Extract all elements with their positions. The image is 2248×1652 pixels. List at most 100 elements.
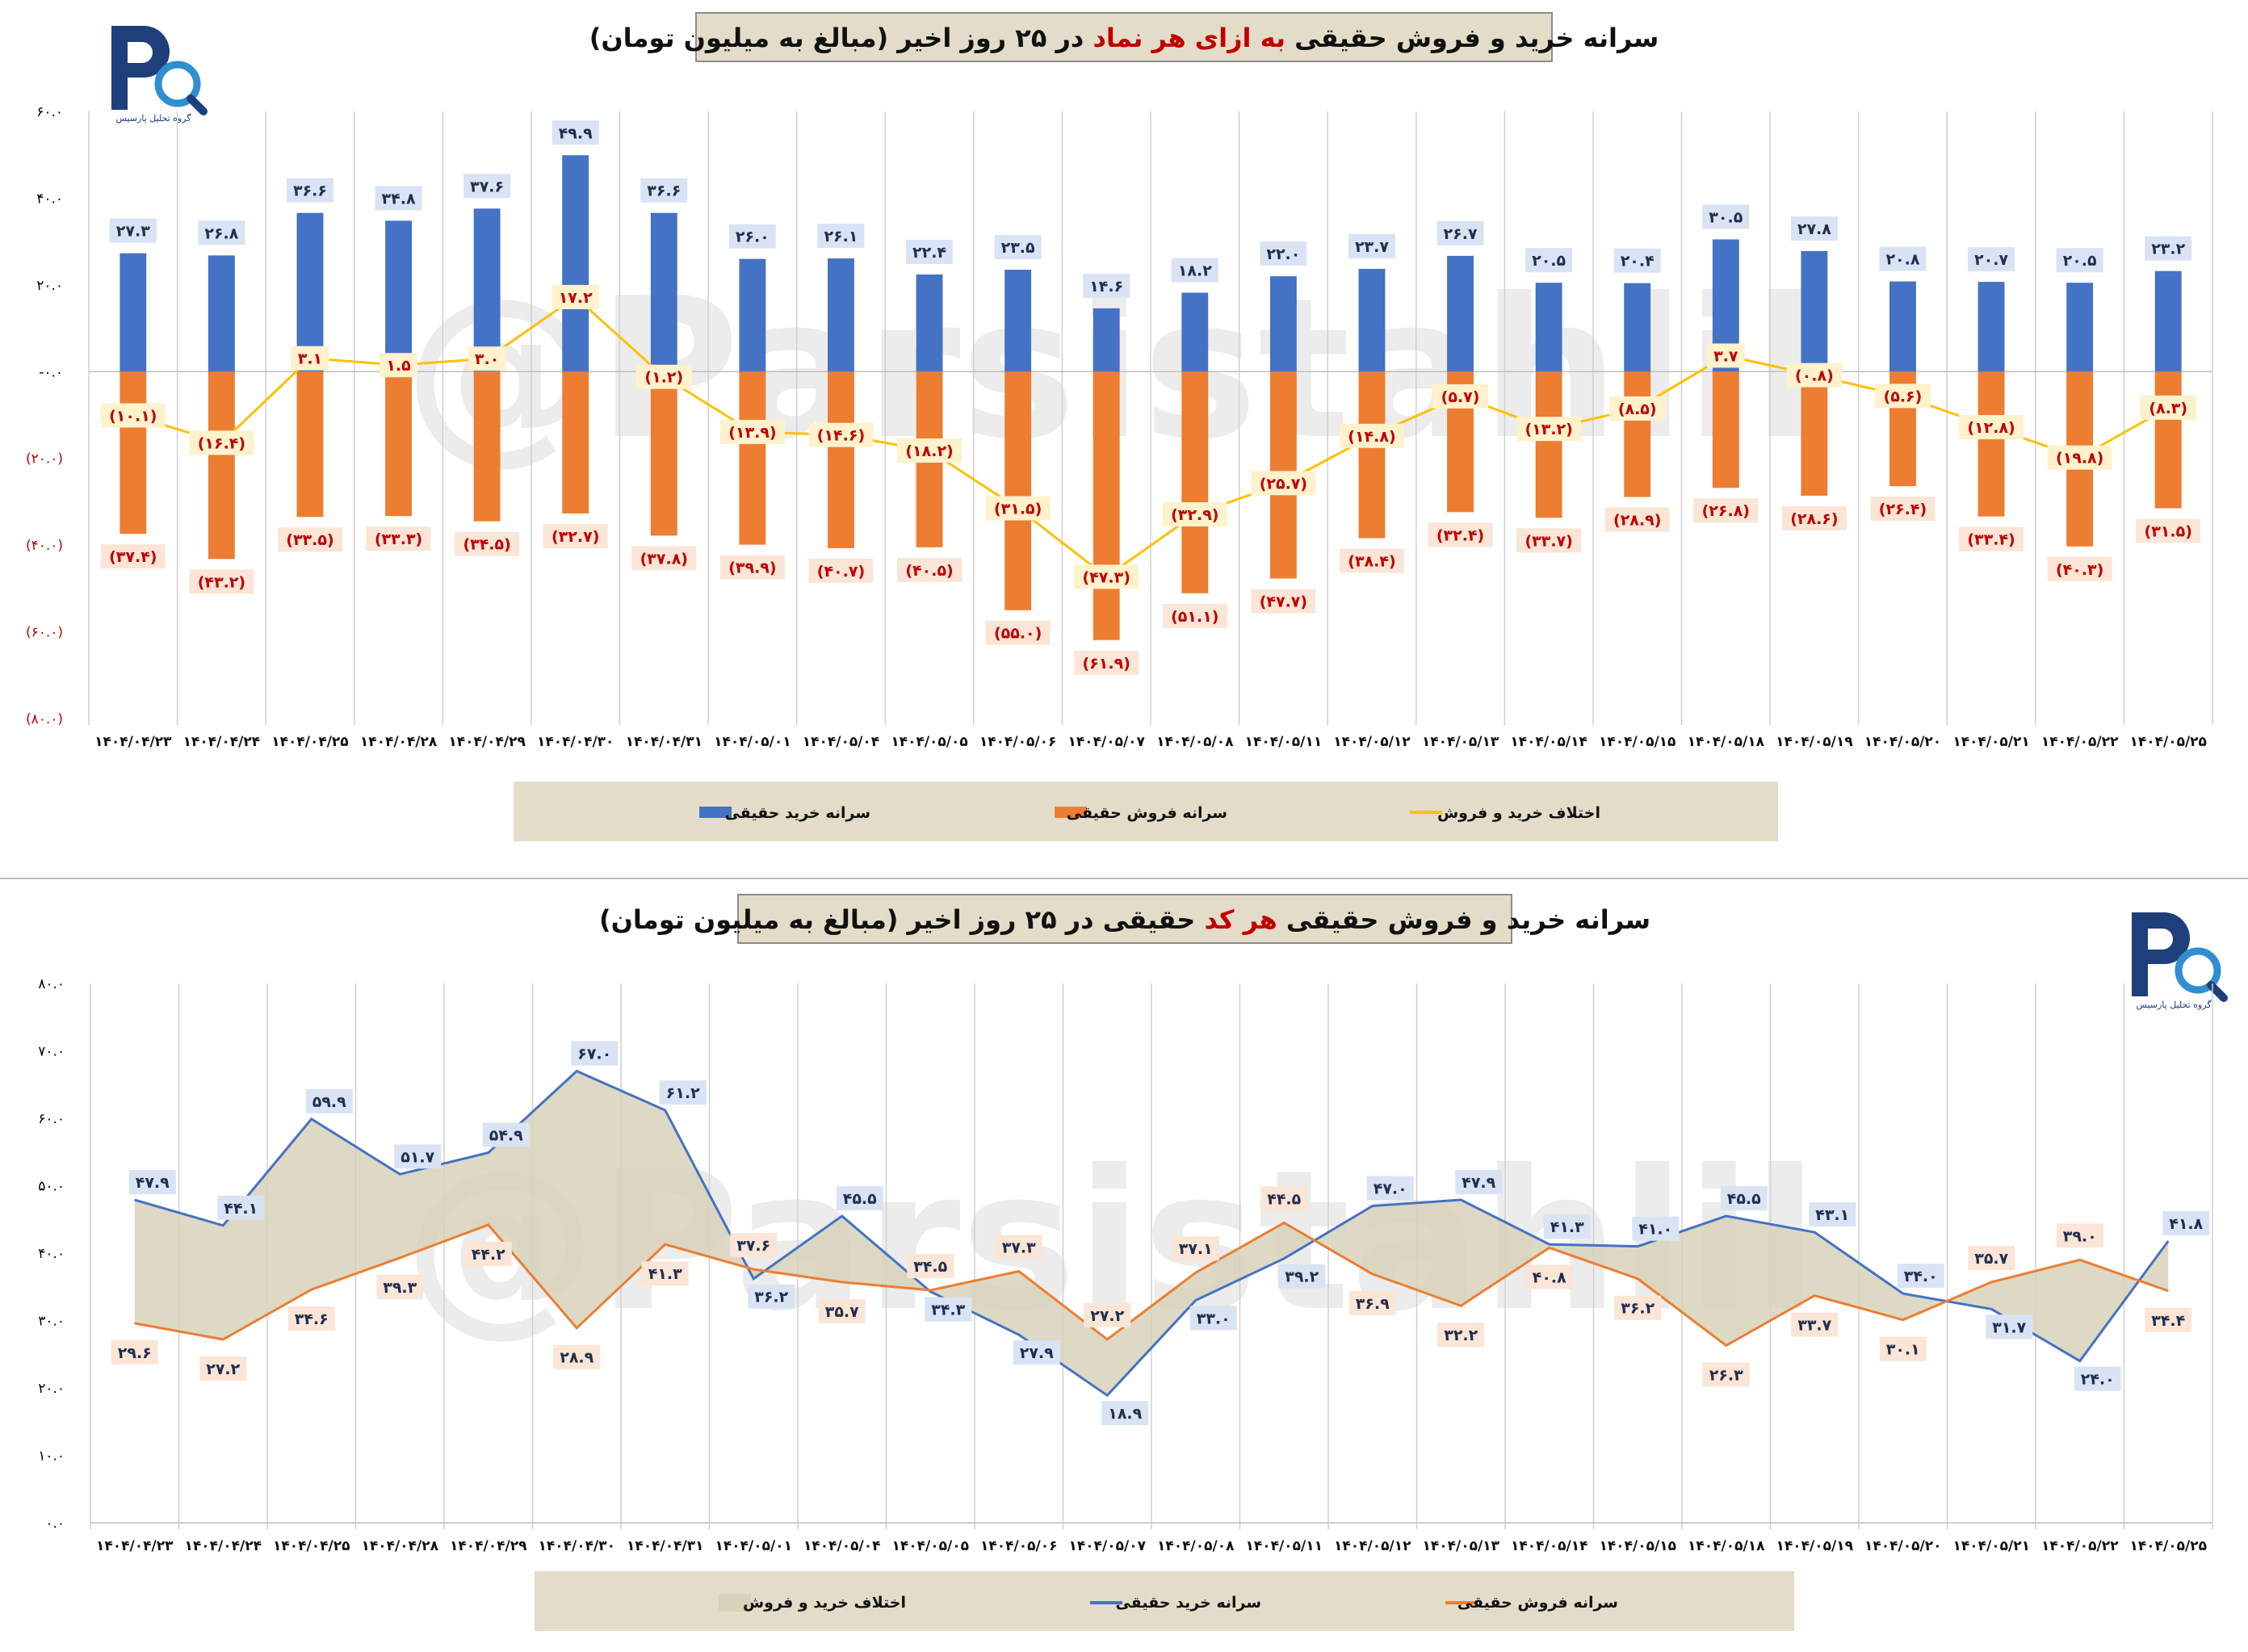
diff-data-label: (۸.۵) <box>1618 400 1657 418</box>
logo-caption: گروه تحلیل پارسیس <box>115 113 191 124</box>
y-tick-label: -۰.۰ <box>39 364 63 380</box>
buy-data-label-bg <box>1809 1202 1856 1227</box>
y-tick-label: (۸۰.۰) <box>26 711 63 727</box>
buy-data-label-bg <box>1525 248 1573 273</box>
chart1-title-part-1: سرانه خرید و فروش حقیقی <box>1285 23 1659 53</box>
logo-caption: گروه تحلیل پارسیس <box>2136 1000 2212 1010</box>
buy-bar <box>1889 281 1916 372</box>
sell-data-label-bg <box>1702 1362 1750 1387</box>
x-tick-label: ۱۴۰۴/۰۴/۲۴ <box>185 1538 262 1554</box>
y-tick-label: ۵۰.۰ <box>38 1179 65 1195</box>
buy-data-label: ۵۱.۷ <box>401 1148 434 1166</box>
sell-data-label-bg <box>455 531 520 556</box>
diff-data-label: (۱۸.۲) <box>905 442 953 460</box>
sell-bar <box>473 371 501 522</box>
logo-p-icon <box>2132 912 2190 996</box>
buy-data-label-bg <box>1260 241 1307 266</box>
sell-bar <box>1093 371 1120 640</box>
sell-data-label: ۳۰.۱ <box>1886 1341 1920 1359</box>
buy-data-label-bg <box>1632 1216 1680 1241</box>
buy-bar <box>650 212 677 372</box>
x-tick-label: ۱۴۰۴/۰۵/۱۱ <box>1246 1538 1323 1554</box>
sell-data-label-bg <box>189 569 254 594</box>
diff-data-label: ۱.۵ <box>386 357 411 375</box>
buy-data-label-bg <box>217 1195 265 1220</box>
chart2-title-part-3: حقیقی در ۲۵ روز اخیر (مبالغ به میلیون تو… <box>599 904 1205 935</box>
buy-data-label: ۳۷.۶ <box>470 178 504 195</box>
buy-data-label-bg <box>571 1041 619 1066</box>
sell-data-label-bg <box>1693 498 1759 523</box>
sell-data-label-bg <box>897 557 963 582</box>
sell-data-label-bg <box>641 1261 689 1286</box>
buy-bar <box>1004 270 1032 372</box>
buy-data-label: ۴۱.۳ <box>1550 1218 1584 1236</box>
sell-bar <box>828 371 854 548</box>
chart1-plot: ۶۰.۰ ۴۰.۰ ۲۰.۰ -۰.۰ (۲۰.۰) (۴۰.۰) (۶۰.۰) (۸۰.۰)… <box>26 104 2213 750</box>
x-tick-label: ۱۴۰۴/۰۵/۰۵ <box>892 1538 969 1554</box>
sell-data-label-bg <box>2136 518 2201 543</box>
diff-data-label: (۱۴.۶) <box>817 427 865 445</box>
diff-data-label: (۱۴.۸) <box>1348 428 1395 446</box>
buy-data-label: ۳۳.۰ <box>1197 1310 1231 1327</box>
sell-data-label-bg <box>719 555 785 580</box>
sell-data-label: (۵۱.۱) <box>1171 608 1218 626</box>
x-tick-label: ۱۴۰۴/۰۵/۱۲ <box>1334 1538 1411 1554</box>
buy-data-label: ۵۴.۹ <box>489 1127 523 1145</box>
x-tick-label: ۱۴۰۴/۰۵/۱۳ <box>1422 734 1499 750</box>
buy-data-label-bg <box>1171 258 1218 283</box>
buy-data-label-bg <box>552 120 599 145</box>
x-tick-label: ۱۴۰۴/۰۴/۲۹ <box>450 1538 527 1554</box>
x-tick-label: ۱۴۰۴/۰۵/۱۱ <box>1245 734 1322 750</box>
sell-data-label: (۴۰.۳) <box>2056 561 2103 579</box>
diff-data-label: (۱۰.۱) <box>109 408 157 426</box>
buy-bar <box>1269 276 1297 372</box>
buy-data-label-bg <box>2162 1210 2210 1235</box>
x-tick-label: ۱۴۰۴/۰۴/۳۰ <box>537 734 614 750</box>
legend-label-sell: سرانه فروش حقیقی <box>1067 804 1227 822</box>
buy-data-label-bg <box>1101 1401 1149 1426</box>
sell-data-label-bg <box>1781 505 1847 530</box>
sell-data-label: (۳۳.۵) <box>286 531 333 549</box>
sell-data-label-bg <box>808 558 874 583</box>
svg-text:سرانه خرید و فروش حقیقی هر کد: سرانه خرید و فروش حقیقی هر کد حقیقی در ۲… <box>599 904 1650 935</box>
sell-bar <box>120 371 147 535</box>
sell-data-label: (۳۷.۴) <box>109 548 157 566</box>
x-tick-label: ۱۴۰۴/۰۵/۰۴ <box>803 1538 880 1554</box>
sell-data-label: ۳۲.۲ <box>1444 1327 1478 1344</box>
sell-data-label: (۲۸.۹) <box>1613 512 1661 530</box>
sell-data-label: (۲۶.۴) <box>1879 501 1927 518</box>
buy-data-label-bg <box>286 178 333 203</box>
buy-data-label: ۴۱.۰ <box>1638 1221 1672 1239</box>
buy-data-label-bg <box>198 220 245 245</box>
buy-data-label-bg <box>1083 273 1130 298</box>
buy-data-label: ۲۷.۹ <box>1020 1344 1054 1362</box>
buy-data-label: ۲۶.۰ <box>736 229 770 246</box>
diff-data-label-bg <box>1162 502 1227 527</box>
buy-data-label-bg <box>836 1186 883 1211</box>
x-tick-label: ۱۴۰۴/۰۵/۰۱ <box>714 734 791 750</box>
buy-data-label: ۲۳.۲ <box>2151 241 2185 258</box>
buy-data-label-bg <box>1613 248 1661 273</box>
diff-data-label: ۳.۱ <box>298 350 322 368</box>
diff-data-label-bg <box>552 284 599 309</box>
logo-magnifier-icon <box>2175 947 2221 994</box>
x-tick-label: ۱۴۰۴/۰۵/۱۹ <box>1776 734 1853 750</box>
buy-data-label-bg <box>1436 220 1484 245</box>
x-tick-label: ۱۴۰۴/۰۴/۲۵ <box>273 1538 350 1554</box>
diff-data-label-bg <box>1339 423 1404 448</box>
sell-data-label: (۲۶.۸) <box>1702 502 1750 520</box>
buy-data-label: ۳۶.۶ <box>293 182 327 200</box>
buy-bar <box>562 155 589 372</box>
x-tick-label: ۱۴۰۴/۰۵/۰۱ <box>715 1538 792 1554</box>
sell-data-label-bg <box>543 523 608 548</box>
sell-data-label-bg <box>100 544 166 569</box>
sell-data-label: ۲۹.۶ <box>118 1344 152 1362</box>
diff-data-label: (۰.۸) <box>1795 367 1834 385</box>
x-tick-label: ۱۴۰۴/۰۴/۲۴ <box>183 734 260 750</box>
x-tick-label: ۱۴۰۴/۰۵/۰۶ <box>980 1538 1057 1554</box>
buy-data-label-bg <box>817 224 865 249</box>
y-tick-label: (۲۰.۰) <box>26 451 63 468</box>
buy-data-label-bg <box>2145 236 2192 261</box>
sell-data-label-bg <box>277 527 342 552</box>
